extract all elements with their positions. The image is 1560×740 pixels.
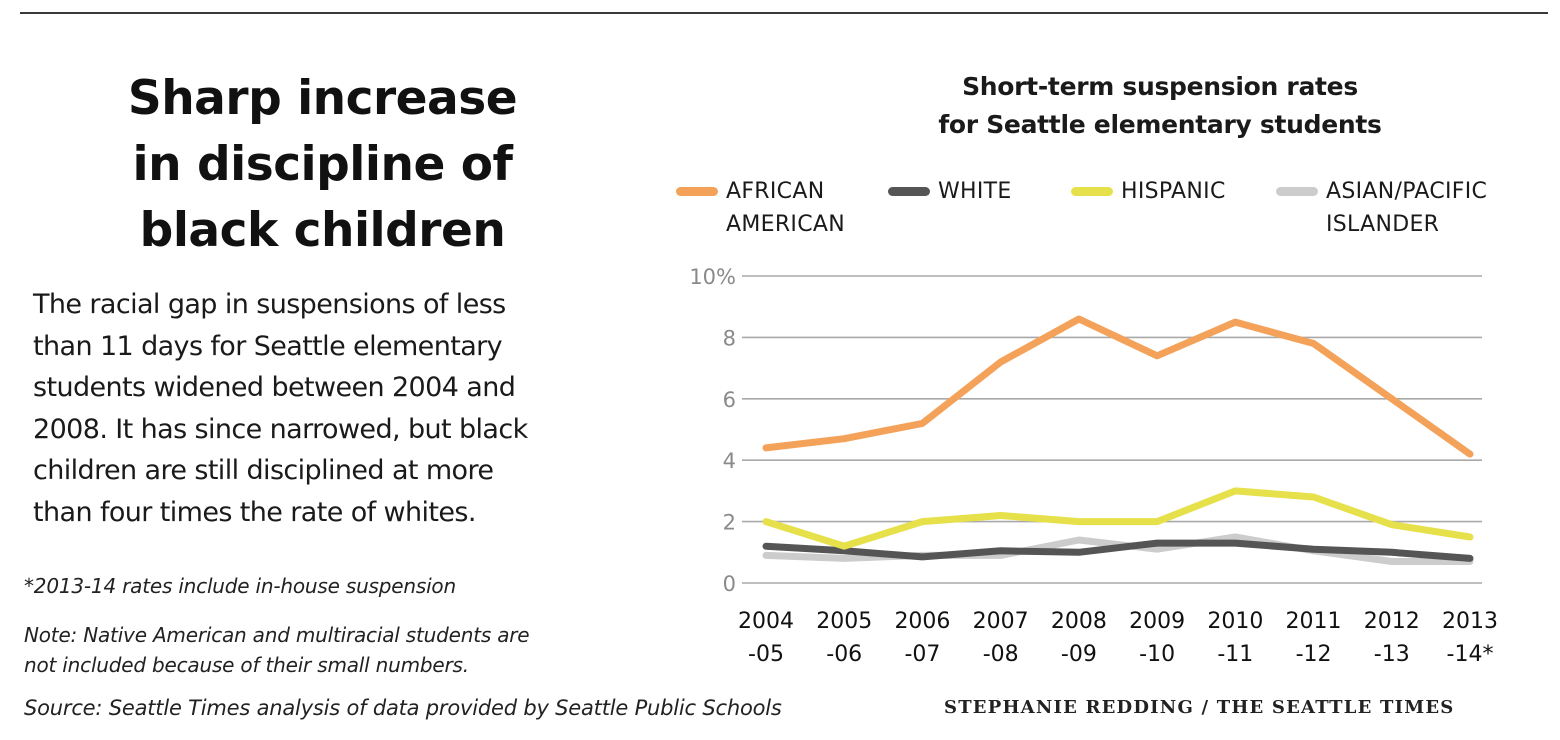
x-tick-label: -08	[983, 642, 1019, 667]
y-tick-label: 10%	[689, 265, 736, 289]
series-line-hispanic	[762, 487, 1474, 550]
y-tick-label: 0	[723, 572, 736, 596]
x-tick-label: -13	[1374, 642, 1410, 667]
x-tick-label: 2007	[973, 609, 1029, 634]
chart-title-line: Short-term suspension rates	[962, 72, 1358, 101]
body-text: The racial gap in suspensions of less th…	[33, 284, 633, 533]
top-rule	[20, 12, 1548, 14]
chart-title-line: for Seattle elementary students	[938, 110, 1382, 139]
y-tick-label: 2	[723, 511, 736, 535]
legend-swatch	[676, 187, 718, 196]
body-line: students widened between 2004 and	[33, 372, 516, 403]
x-tick-label: -06	[826, 642, 862, 667]
source-text: Source: Seattle Times analysis of data p…	[24, 696, 782, 720]
x-tick-label: -12	[1296, 642, 1332, 667]
legend-swatch	[1276, 187, 1318, 196]
headline: Sharp increase in discipline of black ch…	[80, 66, 565, 264]
x-tick-label: -07	[904, 642, 940, 667]
y-tick-label: 6	[723, 388, 736, 412]
series-line-african-american	[762, 315, 1474, 458]
x-tick-label: 2012	[1364, 609, 1420, 634]
body-line: than four times the rate of whites.	[33, 496, 476, 528]
legend-label: WHITE	[938, 179, 1012, 204]
x-tick-label: 2010	[1207, 609, 1263, 634]
x-tick-label: -14*	[1447, 642, 1494, 667]
y-tick-label: 4	[723, 449, 736, 473]
headline-line: Sharp increase	[127, 71, 518, 126]
x-tick-label: -10	[1139, 642, 1175, 667]
legend-label: HISPANIC	[1121, 179, 1226, 204]
body-line: than 11 days for Seattle elementary	[33, 330, 503, 362]
headline-line: in discipline of	[132, 137, 513, 192]
y-tick-label: 8	[723, 326, 736, 350]
note-line: Note: Native American and multiracial st…	[24, 623, 530, 647]
footnote-text: *2013-14 rates include in-house suspensi…	[24, 574, 456, 598]
body-line: children are still disciplined at more	[33, 455, 494, 486]
source: Source: Seattle Times analysis of data p…	[24, 696, 782, 720]
footnote: *2013-14 rates include in-house suspensi…	[24, 574, 456, 598]
legend-swatch	[888, 187, 930, 196]
legend-swatch	[1071, 187, 1113, 196]
series-line-white	[762, 539, 1474, 562]
headline-line: black children	[139, 203, 506, 258]
legend-label: ASIAN/PACIFIC ISLANDER	[1326, 179, 1488, 237]
x-tick-label: 2005	[816, 609, 872, 634]
credit: STEPHANIE REDDING / THE SEATTLE TIMES	[944, 697, 1455, 718]
x-tick-label: -05	[748, 642, 784, 667]
note-line: not included because of their small numb…	[24, 653, 469, 677]
body-line: The racial gap in suspensions of less	[33, 289, 506, 320]
x-tick-label: 2013	[1442, 609, 1498, 634]
note: Note: Native American and multiracial st…	[24, 620, 530, 680]
chart-title: Short-term suspension rates for Seattle …	[800, 68, 1520, 144]
x-tick-label: 2009	[1129, 609, 1185, 634]
x-tick-label: -09	[1061, 642, 1097, 667]
body-line: 2008. It has since narrowed, but black	[33, 413, 528, 445]
x-tick-label: 2006	[894, 609, 950, 634]
legend-label: AFRICAN AMERICAN	[726, 179, 845, 237]
x-tick-label: -11	[1217, 642, 1253, 667]
x-tick-label: 2008	[1051, 609, 1107, 634]
x-tick-label: 2011	[1286, 609, 1342, 634]
x-tick-label: 2004	[738, 609, 794, 634]
